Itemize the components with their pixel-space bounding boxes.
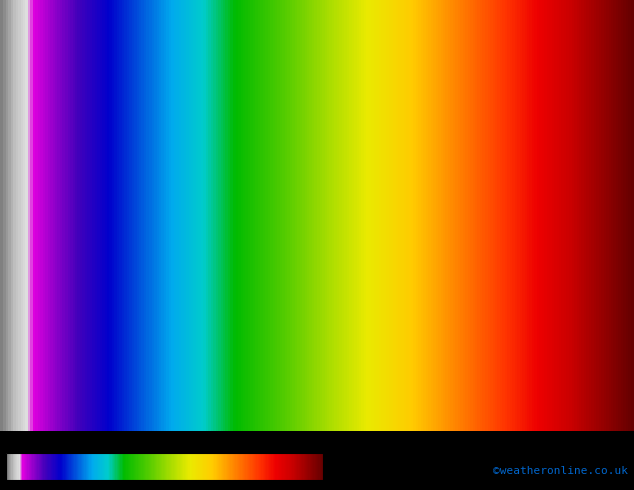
Text: Fr 03-05-2024 18:00 UTC (00+66): Fr 03-05-2024 18:00 UTC (00+66) xyxy=(395,440,628,453)
Text: ©weatheronline.co.uk: ©weatheronline.co.uk xyxy=(493,466,628,476)
Text: Temperature (2m) [°C] ECMWF: Temperature (2m) [°C] ECMWF xyxy=(6,440,209,453)
